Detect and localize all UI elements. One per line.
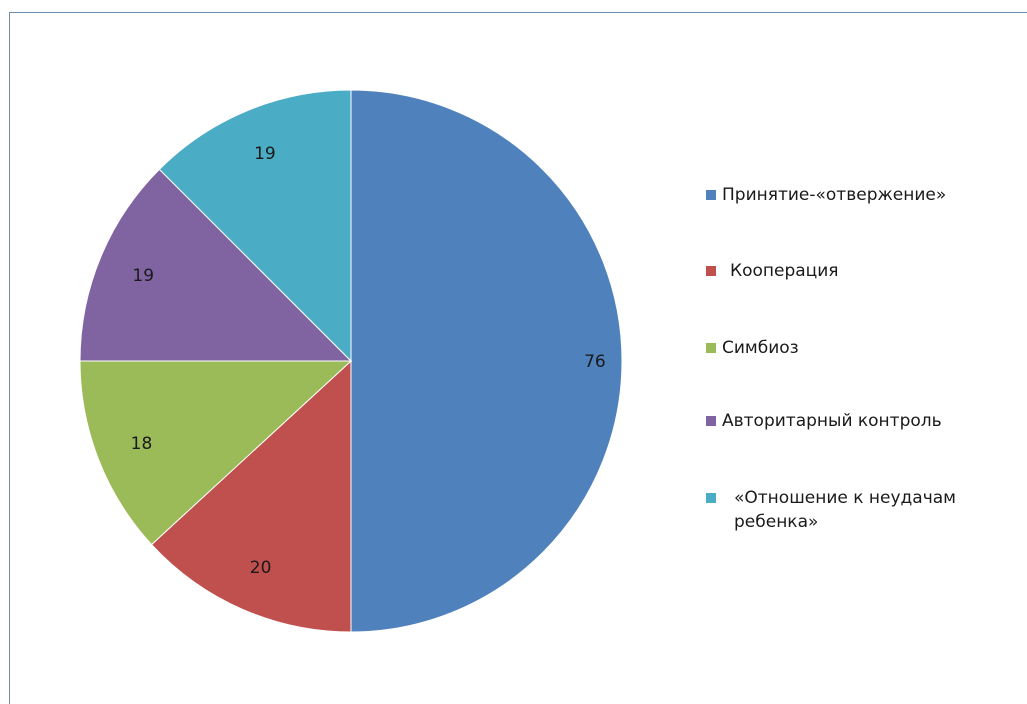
legend-swatch-acceptance bbox=[706, 190, 716, 200]
data-label-cooperation: 20 bbox=[250, 558, 272, 578]
data-label-authoritarian: 19 bbox=[132, 266, 154, 286]
legend-swatch-symbiosis bbox=[706, 343, 716, 353]
legend-swatch-failures bbox=[706, 493, 716, 503]
legend-label-authoritarian: Авторитарный контроль bbox=[722, 411, 942, 431]
legend-label-failures: «Отношение к неудачам ребенка» bbox=[734, 488, 957, 532]
pie-slice-failures bbox=[158, 89, 352, 363]
legend-swatch-authoritarian bbox=[706, 416, 716, 426]
data-label-symbiosis: 18 bbox=[131, 434, 153, 454]
pie-slice-symbiosis bbox=[79, 360, 353, 546]
data-label-acceptance: 76 bbox=[584, 352, 606, 372]
pie-slice-cooperation bbox=[150, 359, 352, 633]
legend-label-symbiosis: Симбиоз bbox=[722, 338, 799, 358]
legend-label-cooperation: Кооперация bbox=[730, 261, 839, 281]
data-label-failures: 19 bbox=[254, 144, 276, 164]
legend-label-acceptance: Принятие-«отвержение» bbox=[722, 185, 947, 205]
pie-slice-authoritarian bbox=[79, 168, 353, 362]
pie-slice-acceptance bbox=[350, 89, 623, 633]
legend-swatch-cooperation bbox=[706, 266, 716, 276]
